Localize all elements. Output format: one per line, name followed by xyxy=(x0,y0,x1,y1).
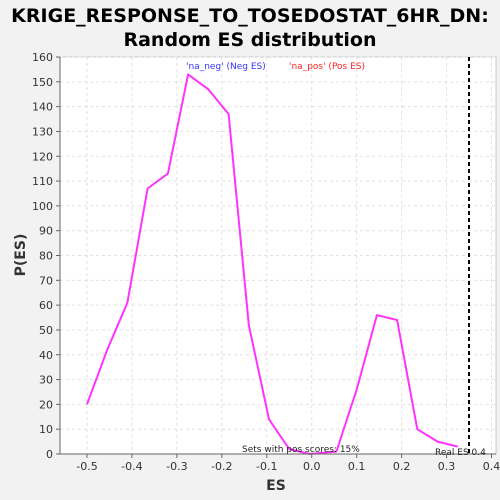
x-tick-label: -0.4 xyxy=(121,460,142,473)
x-tick-label: -0.1 xyxy=(256,460,277,473)
x-tick-label: 0.3 xyxy=(438,460,456,473)
x-tick-label: 0.4 xyxy=(483,460,500,473)
y-tick-label: 80 xyxy=(39,250,53,263)
x-tick-label: 0.0 xyxy=(303,460,321,473)
x-axis-label: ES xyxy=(266,478,286,494)
legend-pos: 'na_pos' (Pos ES) xyxy=(289,62,365,72)
chart-title: KRIGE_RESPONSE_TO_TOSEDOSTAT_6HR_DN: xyxy=(11,5,489,27)
y-tick-label: 50 xyxy=(39,324,53,337)
x-tick-label: 0.2 xyxy=(393,460,411,473)
x-tick-label: 0.1 xyxy=(348,460,366,473)
y-tick-label: 100 xyxy=(32,200,53,213)
y-axis-label: P(ES) xyxy=(13,234,29,277)
y-tick-label: 110 xyxy=(32,175,53,188)
legend-neg: 'na_neg' (Neg ES) xyxy=(186,62,266,72)
y-tick-label: 140 xyxy=(32,101,53,114)
y-tick-label: 0 xyxy=(46,448,53,461)
chart-subtitle: Random ES distribution xyxy=(123,29,376,51)
x-tick-label: -0.2 xyxy=(211,460,232,473)
y-tick-label: 30 xyxy=(39,374,53,387)
real-es-annotation: Real ES 0.4 xyxy=(435,448,486,458)
x-tick-label: -0.5 xyxy=(76,460,97,473)
series-line xyxy=(86,73,459,455)
y-tick-label: 60 xyxy=(39,299,53,312)
x-axis-ticks: -0.5 -0.4 -0.3 -0.2 -0.1 0.0 0.1 0.2 0.3 0.4 xyxy=(76,454,500,473)
y-tick-label: 160 xyxy=(32,51,53,64)
y-tick-label: 120 xyxy=(32,150,53,163)
y-tick-label: 10 xyxy=(39,423,53,436)
pos-scores-annotation: Sets with pos scores: 15% xyxy=(242,445,360,455)
y-tick-label: 20 xyxy=(39,398,53,411)
y-tick-label: 40 xyxy=(39,349,53,362)
y-tick-label: 130 xyxy=(32,125,53,138)
series-layer xyxy=(86,73,459,455)
y-tick-label: 70 xyxy=(39,274,53,287)
y-tick-label: 150 xyxy=(32,76,53,89)
y-axis-ticks: 0 10 20 30 40 50 60 70 80 90 100 110 120 130 140 150 160 xyxy=(32,51,60,461)
y-tick-label: 90 xyxy=(39,225,53,238)
x-tick-label: -0.3 xyxy=(166,460,187,473)
